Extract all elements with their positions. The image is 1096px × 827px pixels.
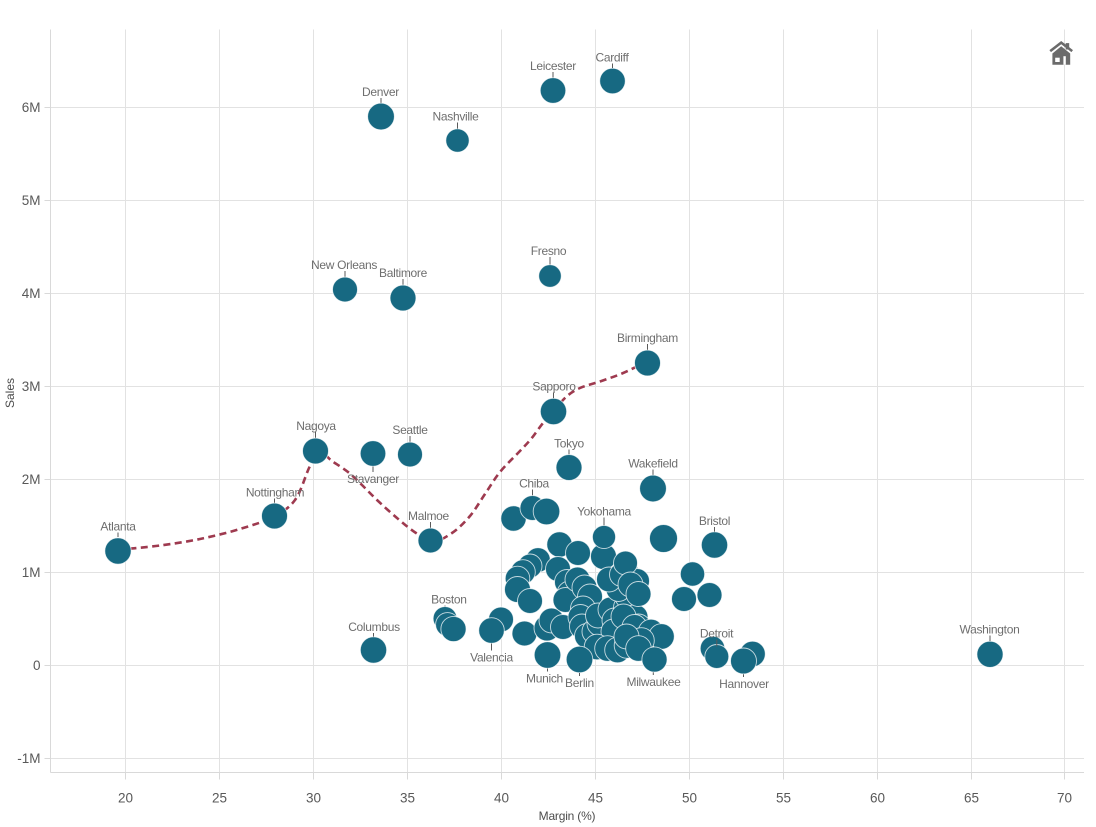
- svg-text:Nottingham: Nottingham: [246, 486, 305, 500]
- svg-text:Detroit: Detroit: [700, 627, 734, 641]
- svg-text:60: 60: [870, 791, 885, 806]
- svg-text:0: 0: [33, 658, 41, 673]
- svg-text:Nagoya: Nagoya: [296, 419, 336, 433]
- svg-text:40: 40: [494, 791, 509, 806]
- svg-text:3M: 3M: [22, 379, 41, 394]
- svg-text:30: 30: [306, 791, 321, 806]
- svg-text:Yokohama: Yokohama: [577, 505, 631, 519]
- svg-text:Milwaukee: Milwaukee: [627, 675, 682, 689]
- svg-text:Cardiff: Cardiff: [595, 51, 629, 65]
- svg-text:1M: 1M: [22, 565, 41, 580]
- svg-text:Boston: Boston: [431, 593, 467, 607]
- svg-text:Munich: Munich: [526, 672, 563, 686]
- svg-text:Birmingham: Birmingham: [617, 331, 678, 345]
- svg-text:Hannover: Hannover: [719, 677, 769, 691]
- svg-text:Malmoe: Malmoe: [408, 509, 450, 523]
- svg-text:Berlin: Berlin: [565, 676, 594, 690]
- svg-text:Sales: Sales: [3, 378, 17, 408]
- svg-text:Margin (%): Margin (%): [539, 809, 596, 823]
- svg-text:Baltimore: Baltimore: [379, 266, 428, 280]
- svg-text:45: 45: [588, 791, 603, 806]
- svg-text:Atlanta: Atlanta: [100, 520, 136, 534]
- svg-text:50: 50: [682, 791, 697, 806]
- svg-text:6M: 6M: [22, 100, 41, 115]
- svg-text:New Orleans: New Orleans: [311, 258, 377, 272]
- svg-text:Washington: Washington: [960, 623, 1020, 637]
- svg-text:Tokyo: Tokyo: [554, 437, 584, 451]
- svg-text:55: 55: [776, 791, 791, 806]
- svg-text:Wakefield: Wakefield: [628, 457, 678, 471]
- svg-text:Seattle: Seattle: [392, 423, 428, 437]
- svg-text:Bristol: Bristol: [699, 514, 730, 528]
- svg-text:35: 35: [400, 791, 415, 806]
- svg-text:5M: 5M: [22, 193, 41, 208]
- svg-text:20: 20: [118, 791, 133, 806]
- svg-text:Valencia: Valencia: [470, 651, 513, 665]
- svg-text:70: 70: [1057, 791, 1072, 806]
- svg-text:Sapporo: Sapporo: [532, 380, 576, 394]
- svg-text:65: 65: [964, 791, 979, 806]
- svg-text:25: 25: [212, 791, 227, 806]
- svg-text:Nashville: Nashville: [433, 110, 480, 124]
- svg-text:Fresno: Fresno: [531, 244, 567, 258]
- svg-text:Chiba: Chiba: [519, 477, 549, 491]
- svg-text:Leicester: Leicester: [530, 59, 576, 73]
- svg-text:-1M: -1M: [17, 751, 40, 766]
- svg-text:Denver: Denver: [362, 85, 399, 99]
- svg-text:Columbus: Columbus: [348, 620, 400, 634]
- svg-text:2M: 2M: [22, 472, 41, 487]
- svg-text:Stavanger: Stavanger: [347, 472, 399, 486]
- svg-text:4M: 4M: [22, 286, 41, 301]
